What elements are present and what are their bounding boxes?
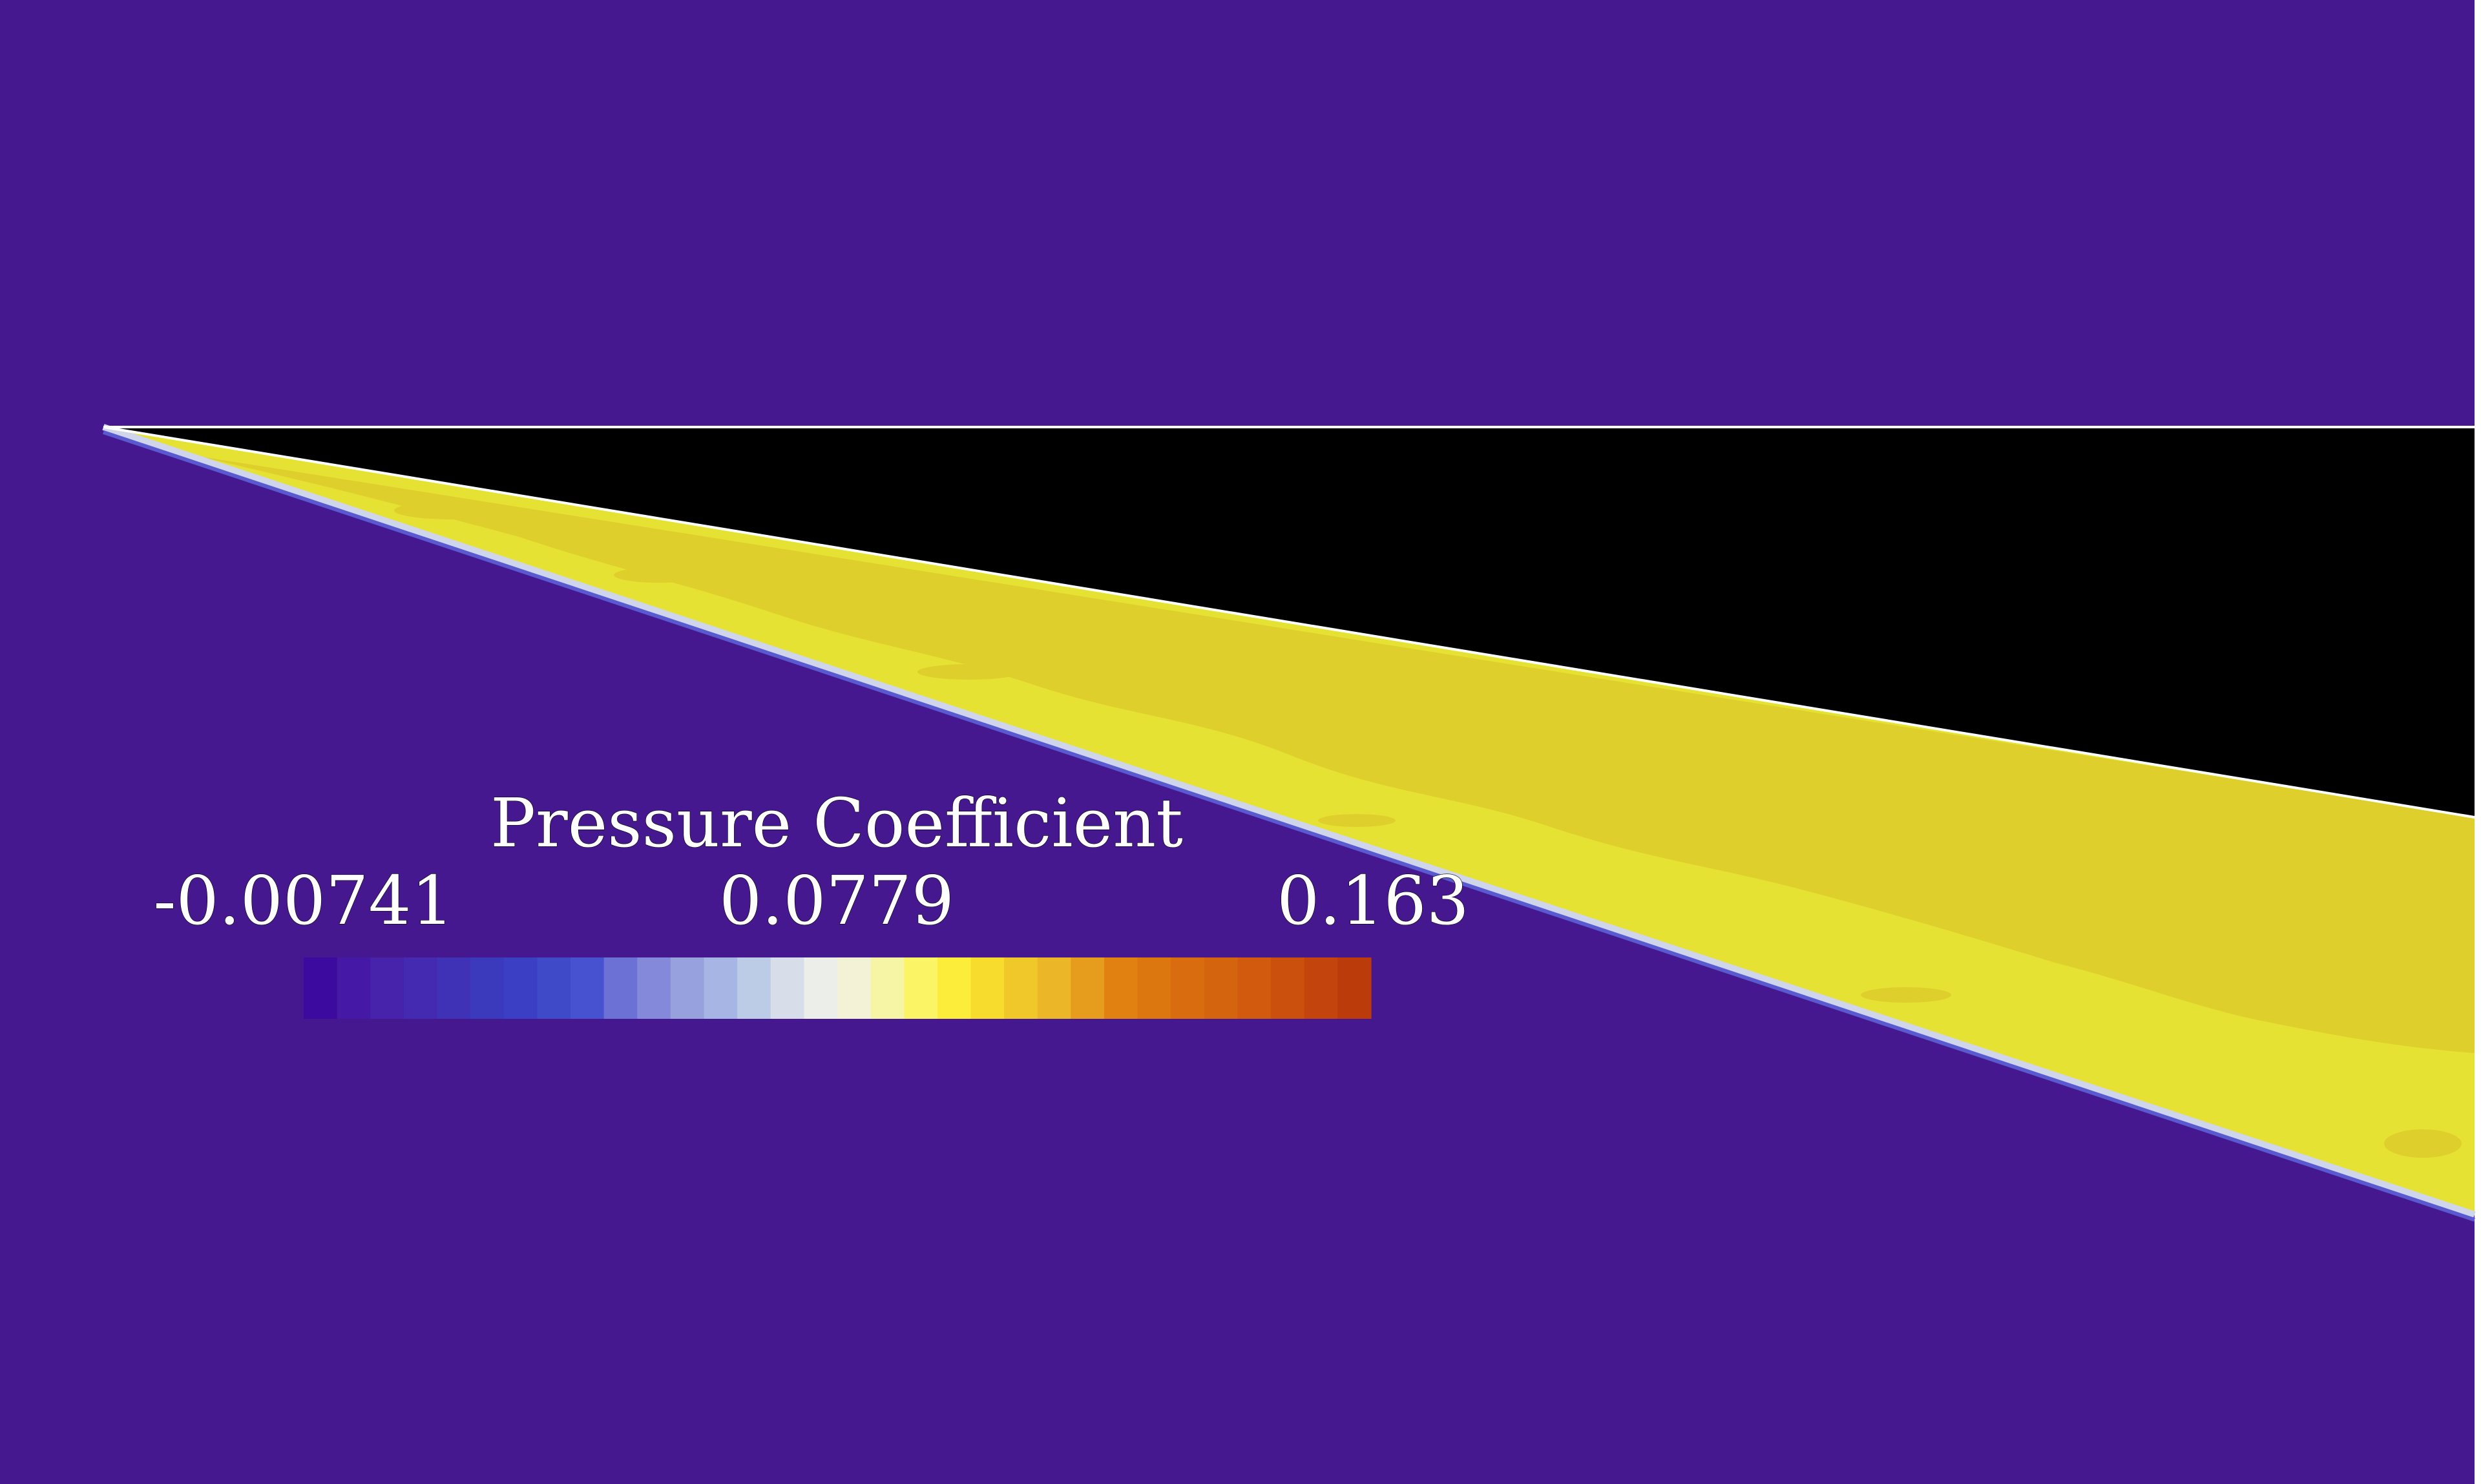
colorbar	[304, 957, 1372, 1019]
shock-front-edge	[103, 430, 2475, 1222]
colorbar-swatch	[1337, 957, 1372, 1019]
colorbar-swatch	[1304, 957, 1338, 1019]
shock-layer-dark-band	[194, 455, 2475, 1053]
colorbar-swatch	[970, 957, 1005, 1019]
shock-blotch	[1318, 814, 1396, 827]
colorbar-swatch	[1271, 957, 1305, 1019]
colorbar-swatch	[1104, 957, 1138, 1019]
colorbar-swatch	[670, 957, 705, 1019]
colorbar-swatch	[503, 957, 538, 1019]
colorbar-swatch	[537, 957, 571, 1019]
colorbar-swatch	[571, 957, 605, 1019]
colorbar-swatch	[737, 957, 771, 1019]
colorbar-swatch	[437, 957, 471, 1019]
colorbar-swatch	[337, 957, 371, 1019]
colorbar-swatch	[1037, 957, 1071, 1019]
colorbar-swatch	[837, 957, 872, 1019]
shock-blotch	[917, 664, 1021, 680]
colorbar-swatch	[403, 957, 438, 1019]
shock-blotch	[394, 501, 510, 519]
legend-title: Pressure Coefficient	[490, 784, 1183, 862]
colorbar-swatch	[804, 957, 838, 1019]
legend-mid-label: 0.0779	[719, 861, 954, 940]
colorbar-swatch	[1004, 957, 1038, 1019]
right-margin	[2475, 0, 2481, 1484]
color-legend: Pressure Coefficient -0.00741 0.0779 0.1…	[153, 783, 1469, 1019]
colorbar-swatch	[304, 957, 338, 1019]
colorbar-swatch	[1071, 957, 1105, 1019]
colorbar-swatch	[1171, 957, 1205, 1019]
colorbar-swatch	[370, 957, 404, 1019]
colorbar-swatch	[904, 957, 938, 1019]
legend-max-label: 0.163	[1277, 861, 1469, 940]
shock-blotch	[2384, 1129, 2462, 1158]
colorbar-swatch	[470, 957, 505, 1019]
colorbar-swatch	[1137, 957, 1171, 1019]
shock-blotch	[1861, 987, 1951, 1003]
colorbar-swatch	[870, 957, 905, 1019]
legend-min-label: -0.00741	[153, 861, 454, 940]
colorbar-swatch	[1204, 957, 1239, 1019]
colorbar-swatch	[704, 957, 738, 1019]
shock-front-highlight	[102, 424, 2476, 1218]
colorbar-swatch	[937, 957, 972, 1019]
colorbar-swatch	[770, 957, 804, 1019]
colorbar-swatch	[637, 957, 671, 1019]
body-surface-edge	[103, 426, 2475, 819]
colorbar-swatch	[1237, 957, 1272, 1019]
colorbar-swatch	[603, 957, 638, 1019]
shock-blotch	[614, 567, 704, 583]
